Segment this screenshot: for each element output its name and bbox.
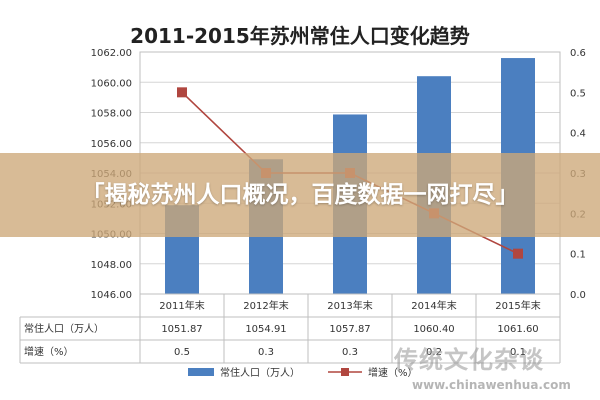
table-cell: 0.3 xyxy=(258,347,274,358)
right-axis-tick-label: 0.4 xyxy=(570,129,586,140)
x-axis-tick-label: 2015年末 xyxy=(495,299,540,312)
line-point xyxy=(177,87,187,98)
table-row-label: 常住人口（万人） xyxy=(24,322,104,335)
table-cell: 0.1 xyxy=(510,347,526,358)
watermark-logo: 传统文化杂谈 xyxy=(394,346,544,374)
x-axis-tick-label: 2013年末 xyxy=(327,299,372,312)
table-cell: 1061.60 xyxy=(497,324,538,335)
chart-title: 2011-2015年苏州常住人口变化趋势 xyxy=(130,24,470,48)
right-axis-tick-label: 0.5 xyxy=(570,88,586,99)
table-cell: 1057.87 xyxy=(329,324,370,335)
table-row-label: 增速（%） xyxy=(24,345,74,358)
x-axis-tick-label: 2012年末 xyxy=(243,299,288,312)
table-cell: 1051.87 xyxy=(161,324,202,335)
overlay-banner: 「揭秘苏州人口概况，百度数据一网打尽」 xyxy=(0,153,600,237)
table-cell: 0.5 xyxy=(174,347,190,358)
line-point xyxy=(513,248,523,259)
table-cell: 0.3 xyxy=(342,347,358,358)
table-cell: 1060.40 xyxy=(413,324,454,335)
banner-text: 「揭秘苏州人口概况，百度数据一网打尽」 xyxy=(81,182,519,208)
legend-marker-growth xyxy=(341,368,349,376)
right-axis-tick-label: 0.6 xyxy=(570,48,586,59)
legend: 常住人口（万人） 增速（%） xyxy=(188,366,418,379)
legend-label-growth: 增速（%） xyxy=(368,366,418,379)
x-axis-tick-label: 2011年末 xyxy=(159,299,204,312)
watermark-url: www.chinawenhua.com xyxy=(412,378,571,392)
left-axis-tick-label: 1048.00 xyxy=(91,260,132,271)
legend-label-population: 常住人口（万人） xyxy=(220,366,300,379)
left-axis-tick-label: 1046.00 xyxy=(91,290,132,301)
right-axis-tick-label: 0.0 xyxy=(570,290,586,301)
left-axis-tick-label: 1058.00 xyxy=(91,109,132,120)
left-axis-tick-label: 1062.00 xyxy=(91,48,132,59)
left-axis-tick-label: 1060.00 xyxy=(91,78,132,89)
legend-swatch-population xyxy=(188,368,214,376)
table-cell: 1054.91 xyxy=(245,324,286,335)
left-axis-tick-label: 1056.00 xyxy=(91,139,132,150)
x-axis-tick-label: 2014年末 xyxy=(411,299,456,312)
table-cell: 0.2 xyxy=(426,347,442,358)
right-axis-tick-label: 0.1 xyxy=(570,250,586,261)
